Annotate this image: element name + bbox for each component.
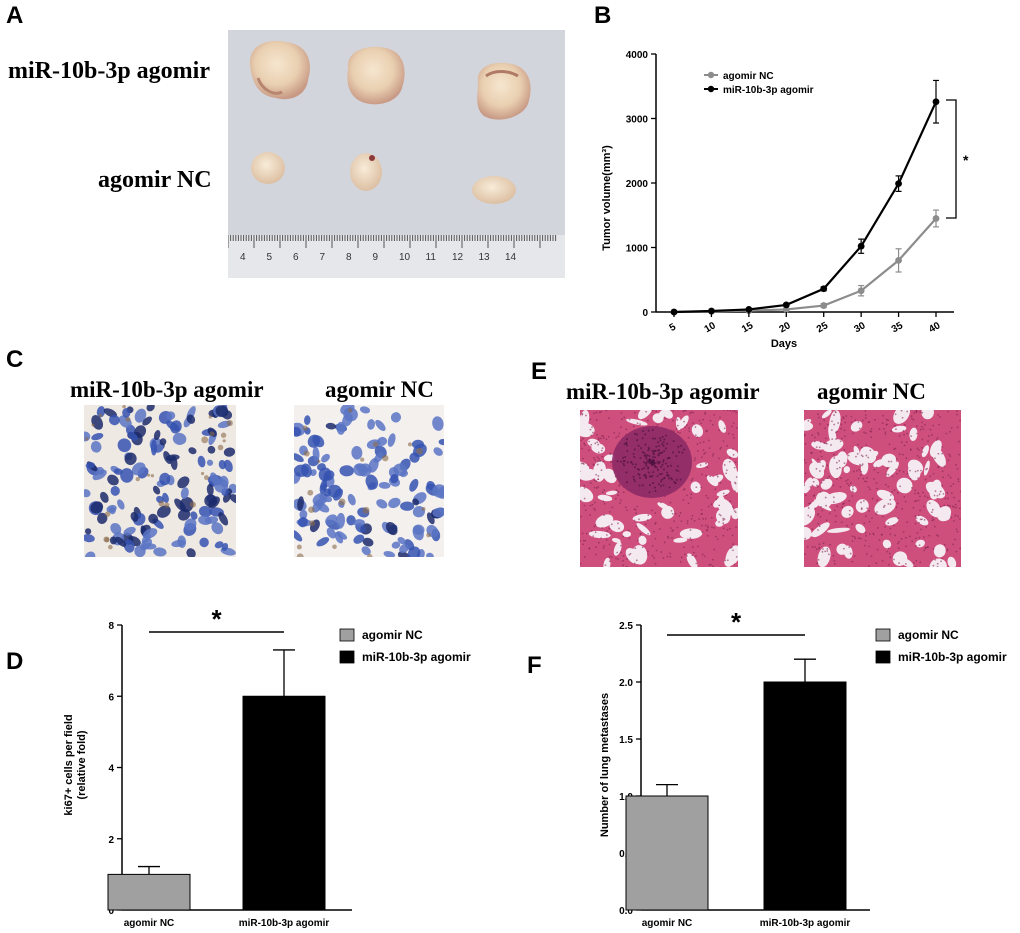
chart-d-ylabel-line2: (relative fold)	[76, 730, 88, 799]
data-point	[708, 307, 715, 315]
panel-letter-e: E	[531, 358, 548, 385]
significance-star: *	[211, 605, 222, 634]
ihc-label-agomir-nc: agomir NC	[325, 377, 434, 402]
x-tick-label: 30	[852, 320, 868, 335]
y-tick-label: 4	[108, 764, 114, 775]
he-label-agomir-nc: agomir NC	[817, 379, 926, 404]
x-tick-label: 20	[777, 320, 793, 335]
ruler-tick-label: 4	[240, 252, 246, 263]
row-label-mir-agomir: miR-10b-3p agomir	[8, 58, 210, 84]
y-tick-label: 1.5	[619, 735, 633, 746]
legend-swatch	[339, 628, 355, 642]
ruler-tick-label: 14	[505, 252, 517, 263]
panel-letter-c: C	[6, 346, 24, 373]
x-tick-label: agomir NC	[642, 918, 693, 929]
ruler-tick-label: 5	[266, 252, 273, 263]
panel-letter-b: B	[594, 2, 612, 29]
x-tick-label: 5	[668, 321, 679, 334]
legend-label: miR-10b-3p agomir	[898, 650, 1007, 664]
data-point	[745, 306, 753, 313]
significance-star: *	[731, 607, 742, 637]
legend-label: agomir NC	[723, 71, 774, 82]
data-point	[932, 215, 940, 222]
legend-label: agomir NC	[898, 628, 959, 642]
series-line-1	[673, 101, 938, 314]
y-tick-label: 8	[108, 621, 114, 632]
panel-letter-a: A	[6, 2, 24, 29]
y-tick-label: 0	[108, 906, 114, 917]
legend-marker	[707, 85, 715, 93]
legend-label: agomir NC	[362, 628, 423, 642]
x-tick-label: 15	[740, 320, 756, 335]
data-point	[782, 301, 790, 309]
legend-label: miR-10b-3p agomir	[362, 650, 471, 664]
chart-b-xlabel: Days	[771, 338, 797, 350]
y-tick-label: 2000	[626, 179, 649, 190]
ihc-image-mir-agomir	[84, 405, 236, 557]
x-tick-label: 40	[927, 320, 943, 335]
bar-0	[107, 873, 191, 911]
y-tick-label: 2.5	[619, 621, 633, 632]
data-point	[857, 242, 865, 250]
legend-swatch	[875, 628, 891, 642]
panel-letter-f: F	[527, 652, 542, 679]
significance-bracket	[946, 99, 957, 219]
x-tick-label: miR-10b-3p agomir	[760, 918, 851, 929]
y-tick-label: 2.0	[619, 678, 633, 689]
legend-swatch	[875, 650, 891, 664]
ruler-tick-label: 12	[452, 252, 464, 263]
ruler-tick-label: 11	[425, 252, 436, 263]
x-tick-label: 35	[890, 320, 906, 335]
y-tick-label: 0	[642, 308, 648, 319]
x-tick-label: agomir NC	[124, 918, 175, 929]
ihc-image-agomir-nc	[294, 405, 444, 557]
chart-b-significance: *	[963, 152, 969, 168]
legend-marker	[707, 71, 715, 79]
legend-label: miR-10b-3p agomir	[723, 85, 814, 96]
bar-1	[763, 681, 847, 911]
ruler-tick-label: 13	[478, 252, 490, 263]
y-tick-label: 1000	[626, 244, 649, 255]
ki67-bar-chart: 0 2 4 6 8 agomir NC miR-10b-3p agomir * agomir N…	[63, 605, 471, 929]
panel-letter-d: D	[6, 648, 24, 675]
x-tick-label: 25	[815, 320, 831, 335]
y-tick-label: 4000	[626, 50, 649, 61]
ruler-tick-label: 9	[372, 252, 379, 263]
ruler-tick-label: 8	[346, 252, 352, 263]
he-image-agomir-nc	[804, 410, 961, 567]
y-tick-label: 3000	[626, 115, 649, 126]
ruler-tick-label: 10	[399, 252, 411, 263]
data-point	[895, 180, 902, 188]
chart-f-ylabel: Number of lung metastases	[599, 693, 611, 837]
y-tick-label: 0.0	[619, 906, 633, 917]
legend-swatch	[339, 650, 355, 664]
he-label-mir-agomir: miR-10b-3p agomir	[566, 379, 760, 404]
data-point	[820, 285, 828, 293]
he-image-mir-agomir	[580, 410, 738, 567]
data-point	[895, 257, 902, 264]
tumor-photo: 4 5 6 7 8 9 10 11 12 13 14	[228, 30, 565, 278]
chart-b-ylabel: Tumor volume(mm³)	[601, 145, 613, 251]
bar-0	[625, 795, 709, 911]
x-tick-label: 10	[703, 320, 719, 335]
tumor-volume-line-chart: 0 1000 2000 3000 4000 5 10 15 20 25 30 35 40 Days Tu…	[601, 50, 969, 350]
chart-d-ylabel-line1: ki67+ cells per field	[63, 714, 75, 815]
bar-1	[242, 695, 326, 911]
ruler-tick-label: 7	[319, 252, 326, 263]
data-point	[820, 302, 828, 309]
x-tick-label: miR-10b-3p agomir	[239, 918, 330, 929]
y-tick-label: 2	[108, 835, 114, 846]
ruler-tick-label: 6	[293, 252, 299, 263]
data-point	[857, 287, 865, 295]
ihc-label-mir-agomir: miR-10b-3p agomir	[70, 377, 264, 402]
row-label-agomir-nc: agomir NC	[98, 167, 212, 193]
y-tick-label: 6	[108, 692, 114, 703]
data-point	[932, 98, 940, 106]
